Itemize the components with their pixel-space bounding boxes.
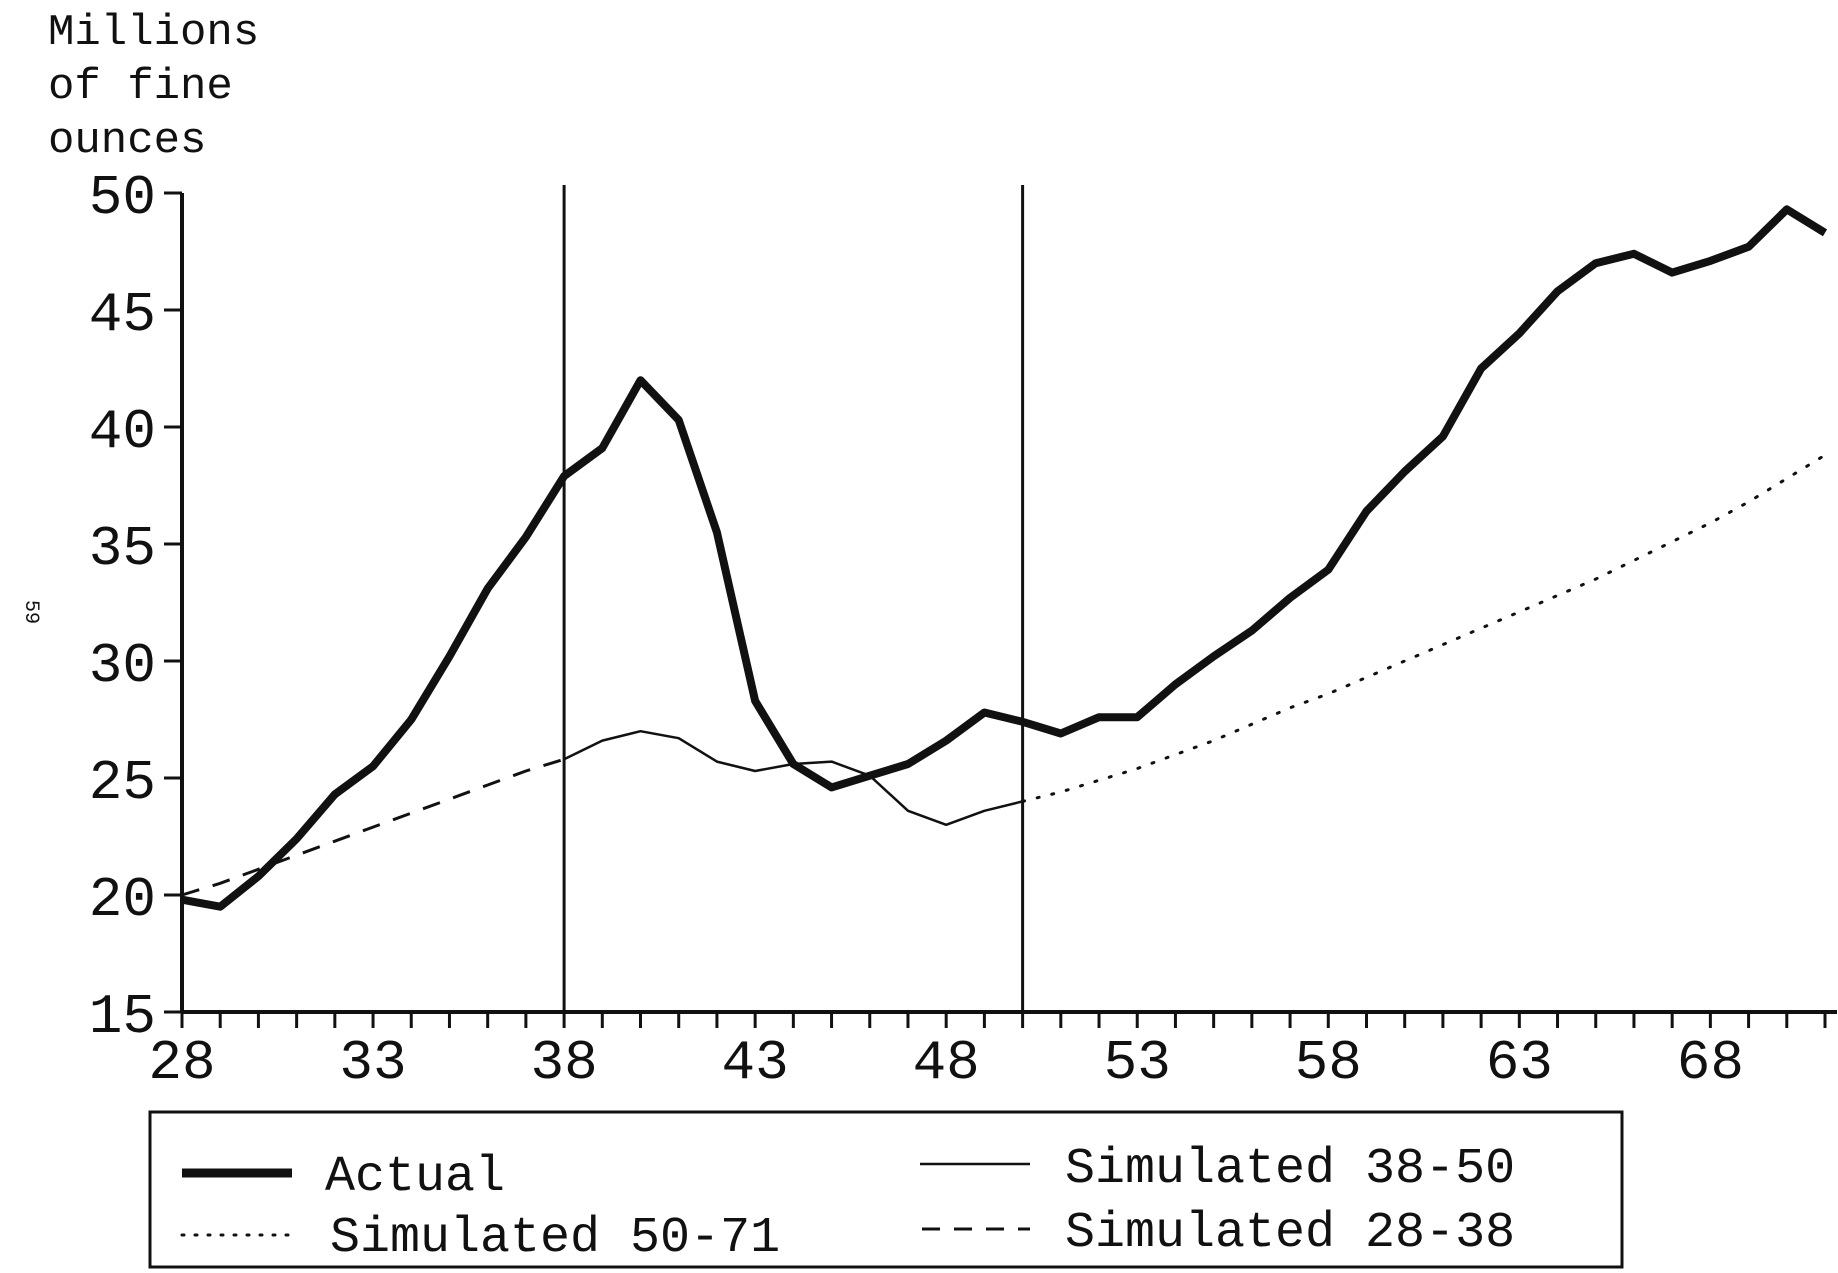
series-line-simulated-28-38 (181, 757, 565, 897)
legend-box (148, 1110, 1624, 1269)
y-tick-label: 15 (89, 985, 156, 1049)
y-axis-title-line-1: Millions (48, 8, 259, 58)
x-tick-label: 68 (1677, 1031, 1744, 1095)
x-tick-label: 38 (530, 1031, 597, 1095)
y-tick-label: 40 (89, 400, 156, 464)
x-tick-label: 33 (339, 1031, 406, 1095)
legend-label-simulated-38-50: Simulated 38-50 (1065, 1141, 1515, 1198)
y-axis-title: Millions of fine ounces (48, 8, 259, 166)
x-tick-label: 53 (1104, 1031, 1171, 1095)
series-line-simulated-38-50 (563, 729, 1023, 827)
series-line-actual (181, 205, 1828, 911)
legend-label-simulated-50-71: Simulated 50-71 (330, 1210, 780, 1267)
y-axis-title-line-3: ounces (48, 116, 206, 166)
x-tick-label: 63 (1486, 1031, 1553, 1095)
x-tick-label: 43 (722, 1031, 789, 1095)
x-tick-label: 58 (1295, 1031, 1362, 1095)
legend: Actual Simulated 38-50 Simulated 50-71 S… (148, 1110, 1624, 1269)
y-tick-label: 25 (89, 751, 156, 815)
y-tick-label: 45 (89, 283, 156, 347)
y-tick-label: 35 (89, 517, 156, 581)
x-tick-label: 48 (913, 1031, 980, 1095)
series-line-simulated-50-71 (1021, 453, 1827, 803)
x-tick-label: 28 (148, 1031, 215, 1095)
page-number: 59 (19, 600, 42, 624)
plot-area: 15 20 25 30 35 40 45 50 28 33 38 43 48 53 58 63 68 (89, 166, 1837, 1095)
legend-label-actual: Actual (325, 1149, 505, 1206)
y-tick-label: 50 (89, 166, 156, 230)
y-tick-label: 30 (89, 634, 156, 698)
y-tick-label: 20 (89, 868, 156, 932)
y-axis-title-line-2: of fine (48, 62, 233, 112)
legend-label-simulated-28-38: Simulated 28-38 (1065, 1205, 1515, 1262)
